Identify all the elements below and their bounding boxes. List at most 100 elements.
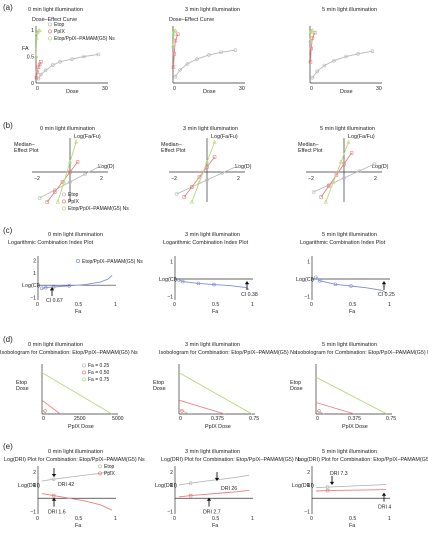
series-point-2-0 [171, 43, 176, 48]
series-point-0-0 [37, 196, 42, 200]
x-tick-label: −2 [308, 176, 314, 182]
ci-point-0 [177, 278, 181, 282]
chart-title: Logarithmic Combination Index Plot [300, 240, 386, 246]
x-tick-label: 2 [237, 176, 240, 182]
series-point-1-2 [310, 36, 315, 40]
ci-arrow-head [244, 281, 250, 285]
series-point-0-3 [220, 171, 224, 175]
series-point-1-4 [39, 60, 43, 64]
panel-a-0: 0 min light illumination Dose–Effect Curv… [22, 7, 115, 95]
panel-b-1: 3 min light illumination Median– Effect Pl… [161, 126, 252, 204]
series-line-0 [39, 165, 101, 199]
x-tick-label: 0.375 [348, 416, 361, 422]
ci-annotation: CI 0.25 [378, 292, 395, 298]
x-tick-label: 0 [173, 516, 176, 522]
panel-d-0: 0 min light illumination Isobologram for … [0, 342, 138, 430]
series-point-0-0 [36, 76, 41, 81]
x-tick-label: 1 [114, 302, 117, 308]
legend-label: Fa = 0.25 [88, 363, 109, 369]
panel-e-2: 5 min light illumination Log(DRI) Plot fo… [292, 449, 428, 529]
iso-line-2 [178, 372, 253, 415]
dri-annotation-ppix: DRI 4 [378, 505, 391, 511]
x-tick-label: 1 [388, 516, 391, 522]
y-axis-label: Log(CI) [22, 283, 40, 289]
series-point-0-2 [185, 62, 190, 66]
x-axis-label: Log(D) [98, 164, 115, 170]
y-tick-label: 2 [307, 470, 310, 476]
series-point-2-0 [55, 199, 60, 204]
x-tick-label: 0.375 [211, 416, 224, 422]
series-point-2-0 [323, 199, 328, 204]
chart-title: Log(DRI) Plot for Combination: Etop/PpIX… [161, 457, 302, 463]
chart-title: Isobologram for Combination: Etop/PpIX–P… [0, 350, 138, 356]
chart-title: Isobologram for Combination: Etop/PpIX–P… [159, 350, 297, 356]
ci-point-0 [40, 286, 44, 291]
y-axis-label: Etop Dose [16, 380, 29, 392]
chart-title: Logarithmic Combination Index Plot [8, 240, 94, 246]
series-point-0-1 [315, 69, 320, 74]
x-tick-label: 0 [36, 86, 39, 92]
ci-arrow [244, 281, 250, 290]
series-point-0-3 [50, 63, 55, 67]
series-point-1-0 [308, 60, 313, 64]
y-axis-label: Log(DRI) [155, 483, 177, 489]
dri-arrow-ppix-head [206, 497, 212, 501]
series-point-1-3 [205, 165, 209, 169]
ci-point-3 [67, 283, 71, 288]
series-point-2-1 [197, 179, 202, 184]
y-tick-label: 1 [307, 483, 310, 489]
legend-label: PpIX [104, 471, 116, 477]
series-point-0-2 [342, 176, 346, 180]
ci-curve [178, 279, 250, 290]
series-point-0-4 [98, 164, 103, 168]
dri-annotation-etop: DRI 7.3 [330, 471, 348, 477]
panel-b-0: 0 min light illumination Median– Effect Pl… [14, 126, 129, 212]
dri-point-1-0 [325, 488, 330, 493]
x-tick-label: 2 [374, 176, 377, 182]
x-tick-label: 0 [310, 302, 313, 308]
series-point-1-3 [313, 30, 317, 35]
x-tick-label: 0 [42, 416, 45, 422]
chart-title: Median– Effect Plot [298, 142, 323, 154]
series-line-0 [313, 163, 375, 193]
series-line-2 [57, 141, 77, 203]
series-point-1-0 [34, 76, 39, 80]
x-tick-label: 0 [179, 416, 182, 422]
ci-arrow-head [381, 281, 387, 285]
series-point-1-4 [212, 155, 217, 159]
y-tick-label: 1 [170, 483, 173, 489]
x-tick-label: 0 [173, 86, 176, 92]
ci-annotation: CI 0.38 [241, 292, 258, 298]
y-tick-label: 2 [33, 470, 36, 476]
series-point-2-3 [36, 28, 41, 33]
ci-point-2 [196, 281, 201, 286]
y-tick-label: 0 [31, 81, 34, 87]
x-axis-label: PpIX Dose [68, 424, 94, 430]
ci-arrow-head [49, 287, 55, 291]
series-point-0-3 [332, 58, 336, 63]
dri-annotation-ppix: DRI 2.7 [203, 510, 221, 516]
panel-b-2: 5 min light illumination Median– Effect Pl… [298, 126, 389, 204]
legend-label: Etop [104, 464, 115, 470]
series-point-0-6 [370, 49, 375, 54]
legend-label: PpIX [68, 199, 80, 205]
series-point-1-1 [190, 185, 194, 189]
dri-annotation-etop: DRI 26 [221, 486, 237, 492]
x-axis-label: Fa [75, 309, 81, 315]
series-point-0-2 [68, 180, 72, 184]
iso-line-1 [178, 399, 225, 415]
ci-point-2 [51, 285, 56, 289]
panel-a-2: 5 min light illumination 0 30 Dose [308, 7, 382, 95]
series-point-2-4 [37, 28, 42, 33]
legend-label: Etop [68, 192, 79, 198]
y-tick-label: 1 [33, 271, 36, 277]
series-line-1 [183, 156, 215, 198]
panel-title: 5 min light illumination [320, 126, 375, 132]
dri-arrow-ppix [381, 492, 387, 502]
y-tick-label: 0.5 [27, 55, 34, 61]
series-point-1-2 [173, 38, 178, 43]
dri-arrow-etop-head [214, 477, 220, 482]
ci-point-1 [317, 278, 322, 283]
series-point-2-2 [204, 159, 210, 164]
panel-d-2: 5 min light illumination Isobologram for … [290, 342, 428, 430]
